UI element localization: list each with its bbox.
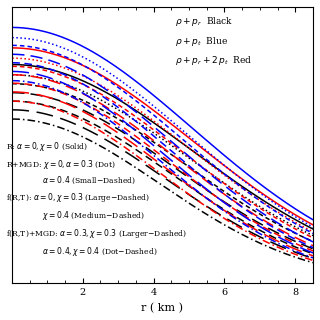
Text: R: $\alpha=0, \chi=0$ (Solid)
R+MGD: $\chi=0, \alpha=0.3$ (Dot)
               $: R: $\alpha=0, \chi=0$ (Solid) R+MGD: $\c… <box>6 140 187 258</box>
X-axis label: r ( km ): r ( km ) <box>141 303 183 313</box>
Text: $\rho + p_r$  Black
$\rho + p_t$  Blue
$\rho +p_r+2\,p_t$  Red: $\rho + p_r$ Black $\rho + p_t$ Blue $\r… <box>174 15 252 67</box>
